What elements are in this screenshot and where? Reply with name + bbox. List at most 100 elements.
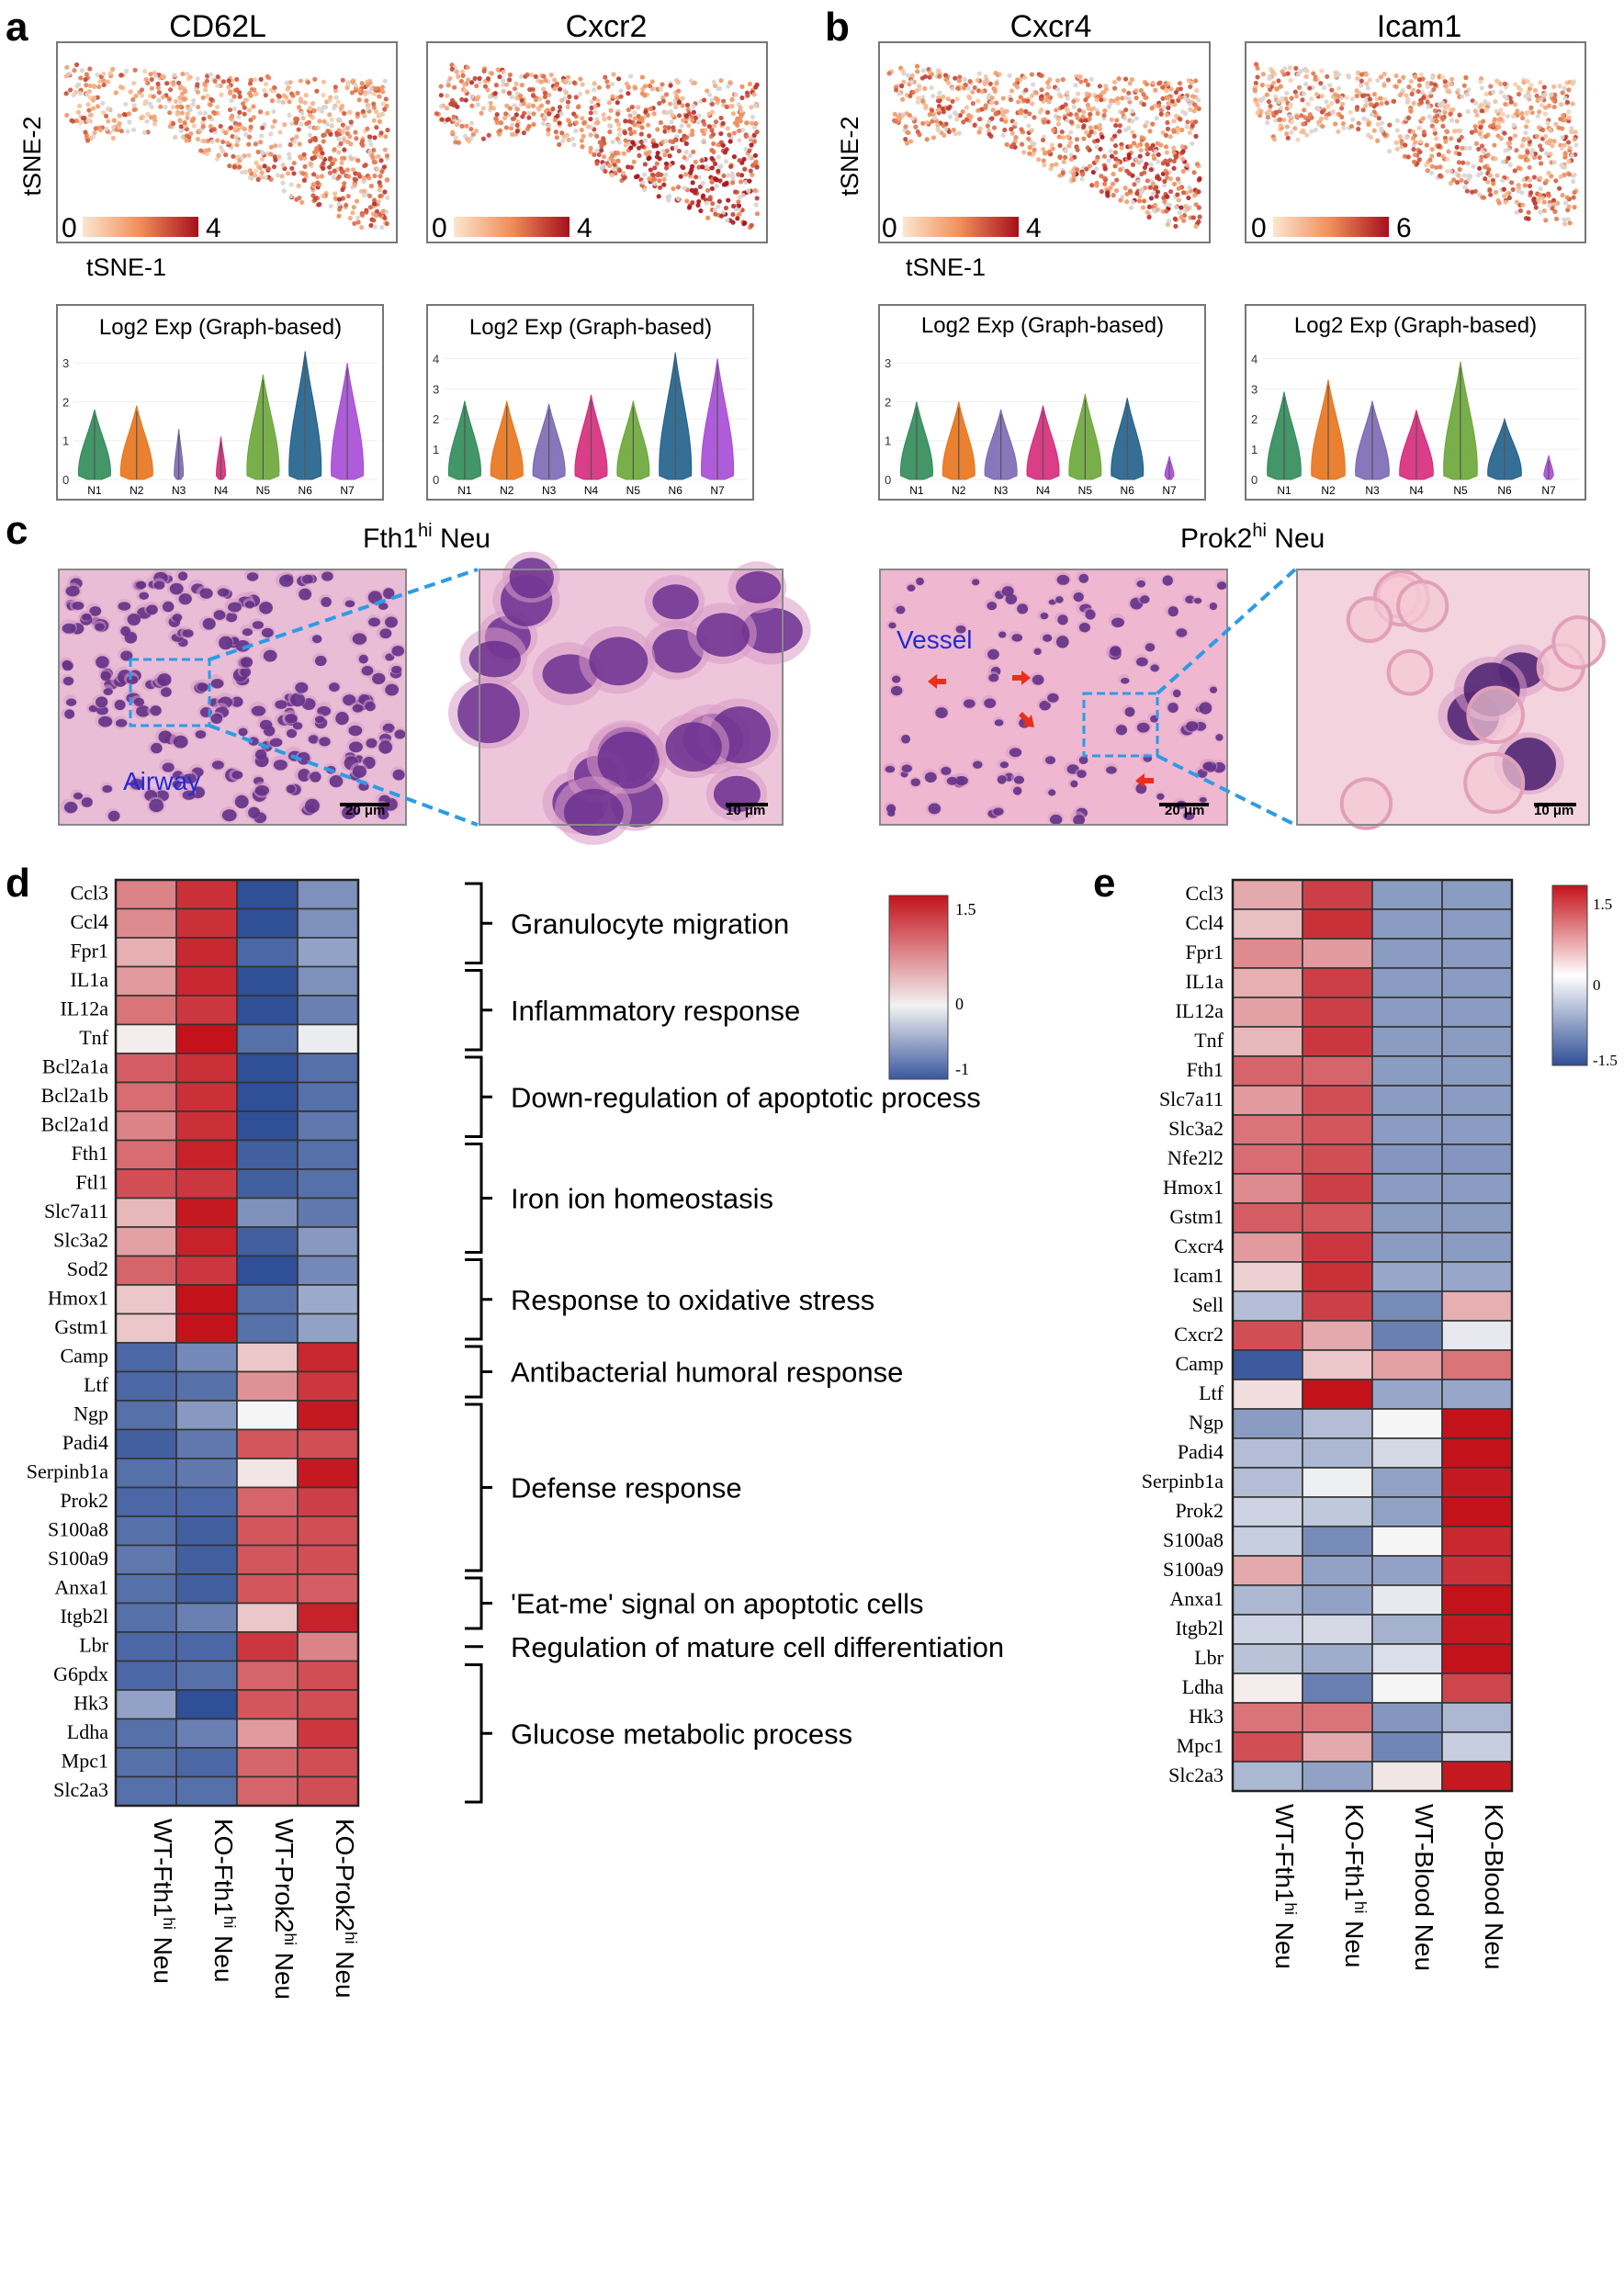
heat-cell bbox=[236, 1081, 299, 1112]
heat-cell bbox=[297, 1775, 359, 1807]
heat-cell bbox=[1232, 997, 1303, 1028]
heat-cell bbox=[236, 1660, 299, 1691]
violin-title-icam1: Log2 Exp (Graph-based) bbox=[1294, 313, 1537, 338]
gene-label: Anxa1 bbox=[54, 1575, 108, 1598]
heat-cell bbox=[1441, 1055, 1513, 1087]
gene-label: Nfe2l2 bbox=[1167, 1146, 1224, 1169]
heat-cell bbox=[1302, 1320, 1373, 1351]
heat-cell bbox=[1441, 1232, 1513, 1263]
heat-cell bbox=[175, 1515, 238, 1547]
zoom-box-fth1 bbox=[129, 658, 211, 727]
heat-cell bbox=[1302, 1437, 1373, 1469]
heat-cell bbox=[1371, 1673, 1443, 1704]
heat-cell bbox=[175, 1023, 238, 1054]
heat-cell bbox=[1371, 1290, 1443, 1322]
gene-label: Serpinb1a bbox=[27, 1459, 108, 1482]
heat-cell bbox=[115, 1053, 177, 1084]
heat-cell bbox=[297, 1458, 359, 1489]
column-label: KO-Fth1hi Neu bbox=[1340, 1804, 1370, 1967]
heat-cell bbox=[297, 1631, 359, 1662]
heat-cell bbox=[175, 1775, 238, 1807]
heat-cell bbox=[1232, 1702, 1303, 1733]
heat-cell bbox=[236, 995, 299, 1026]
heat-cell bbox=[115, 937, 177, 968]
heat-cell bbox=[236, 1515, 299, 1547]
annotation-bracket bbox=[465, 1258, 483, 1341]
heat-cell bbox=[1302, 1673, 1373, 1704]
heat-cell bbox=[1232, 1584, 1303, 1616]
heat-cell bbox=[1302, 1055, 1373, 1087]
scale-bar-20-right: 20 μm bbox=[1165, 803, 1204, 818]
heat-cell bbox=[1232, 1437, 1303, 1469]
heatmap-d-annotations: Granulocyte migration Inflammatory respon… bbox=[465, 882, 1004, 1804]
violin-ytick: 1 bbox=[885, 434, 891, 448]
column-label: WT-Fth1hi Neu bbox=[149, 1819, 178, 1984]
gene-label: Icam1 bbox=[1173, 1264, 1224, 1287]
heat-cell bbox=[1441, 938, 1513, 969]
heat-cell bbox=[1371, 1761, 1443, 1792]
histology-prok2-zoom: 10 μm bbox=[1296, 569, 1606, 830]
column-label: WT-Fth1hi Neu bbox=[1270, 1804, 1300, 1969]
heat-cell bbox=[1232, 1232, 1303, 1263]
heat-cell bbox=[175, 1400, 238, 1431]
violin-xlabel: N2 bbox=[1321, 484, 1336, 497]
violin-xlabel: N2 bbox=[500, 484, 514, 497]
gene-label: Gstm1 bbox=[1169, 1205, 1224, 1228]
heat-cell bbox=[236, 1747, 299, 1778]
colorbar-max-cxcr4: 4 bbox=[1026, 213, 1042, 243]
violin-xlabel: N3 bbox=[1365, 484, 1380, 497]
violin-xlabel: N5 bbox=[1078, 484, 1093, 497]
heat-cell bbox=[297, 1718, 359, 1749]
heat-cell bbox=[297, 1081, 359, 1112]
heat-cell bbox=[236, 1486, 299, 1517]
heat-cell bbox=[1441, 1614, 1513, 1645]
gene-label: Anxa1 bbox=[1169, 1587, 1224, 1610]
gene-label: Lbr bbox=[1194, 1646, 1224, 1669]
heat-cell bbox=[297, 1689, 359, 1720]
violin-xlabel: N3 bbox=[994, 484, 1009, 497]
heat-cell bbox=[1302, 1496, 1373, 1527]
heat-cell bbox=[115, 1573, 177, 1605]
heat-cell bbox=[236, 1400, 299, 1431]
heat-cell bbox=[1232, 1144, 1303, 1175]
heat-cell bbox=[236, 1370, 299, 1402]
heat-cell bbox=[236, 1139, 299, 1170]
heat-cell bbox=[297, 1053, 359, 1084]
gene-label: Gstm1 bbox=[54, 1315, 108, 1338]
histology-fth1-zoom: 10 μm bbox=[447, 551, 811, 845]
gene-label: Serpinb1a bbox=[1142, 1470, 1224, 1493]
heat-cell bbox=[1232, 1320, 1303, 1351]
colorbar-max-icam1: 6 bbox=[1396, 213, 1412, 243]
violin-ytick: 4 bbox=[433, 352, 439, 366]
gene-label: G6pdx bbox=[53, 1662, 108, 1685]
heat-cell bbox=[175, 1428, 238, 1459]
heat-cell bbox=[115, 907, 177, 939]
gene-label: Ccl4 bbox=[70, 910, 108, 933]
column-label: WT-Prok2hi Neu bbox=[270, 1819, 299, 2000]
heat-cell bbox=[1302, 1614, 1373, 1645]
tsne-cloud-icam1 bbox=[1252, 62, 1579, 227]
heat-cell bbox=[297, 1226, 359, 1257]
violin-ytick: 2 bbox=[1251, 412, 1257, 426]
histology-prok2-overview: Vessel 20 μm bbox=[879, 569, 1228, 826]
heat-cell bbox=[115, 1400, 177, 1431]
heat-cell bbox=[1232, 1614, 1303, 1645]
panel-letter-b: b bbox=[825, 5, 850, 50]
heat-cell bbox=[175, 1312, 238, 1344]
heat-cell bbox=[1371, 1261, 1443, 1292]
tsne-cloud-cd62l bbox=[63, 62, 390, 231]
heat-cell bbox=[1302, 1232, 1373, 1263]
gene-label: Bcl2a1d bbox=[41, 1112, 108, 1135]
panel-letter-e: e bbox=[1093, 861, 1115, 906]
violin-xlabel: N7 bbox=[340, 484, 355, 497]
gene-label: S100a9 bbox=[48, 1547, 108, 1570]
tsne-cloud-cxcr4 bbox=[886, 63, 1202, 230]
annotation-label: Defense response bbox=[511, 1472, 742, 1504]
column-label: WT-Blood Neu bbox=[1410, 1804, 1438, 1971]
heat-cell bbox=[1371, 908, 1443, 940]
heat-cell bbox=[297, 1110, 359, 1142]
heat-cell bbox=[1302, 1643, 1373, 1674]
heat-cell bbox=[1302, 1173, 1373, 1204]
heat-cell bbox=[1371, 1085, 1443, 1116]
heat-cell bbox=[297, 965, 359, 997]
